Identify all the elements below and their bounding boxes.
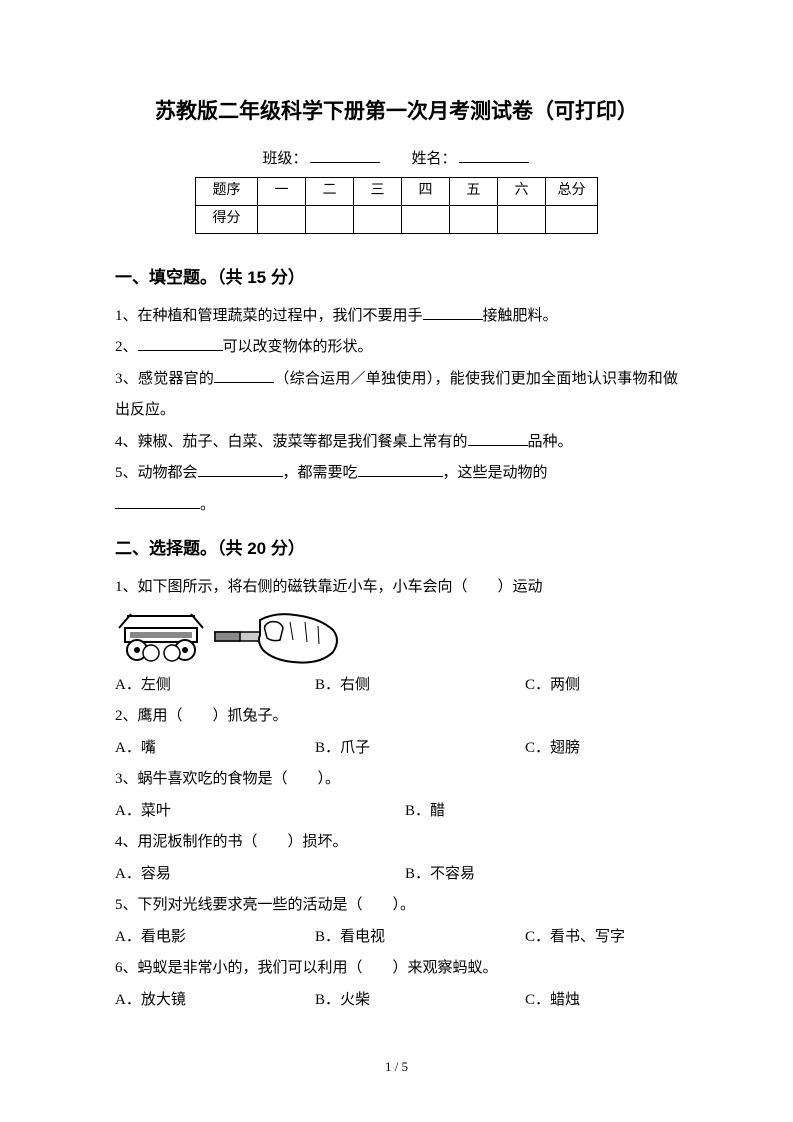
opt-a: A．看电影 <box>115 922 315 954</box>
q2-3: 3、蜗牛喜欢吃的食物是（ ）。 <box>115 764 678 796</box>
score-cell <box>450 205 498 233</box>
opt-a: A．左侧 <box>115 670 315 702</box>
fill-blank <box>423 305 483 320</box>
q2-4: 4、用泥板制作的书（ ）损坏。 <box>115 827 678 859</box>
fill-blank <box>115 494 200 509</box>
class-blank <box>310 148 380 163</box>
score-cell <box>498 205 546 233</box>
q2-6: 6、蚂蚁是非常小的，我们可以利用（ ）来观察蚂蚁。 <box>115 953 678 985</box>
opt-b: B．醋 <box>405 796 445 828</box>
q-text: 。 <box>200 497 215 513</box>
opt-c: C．翅膀 <box>525 733 678 765</box>
name-blank <box>459 148 529 163</box>
q2-1-options: A．左侧 B．右侧 C．两侧 <box>115 670 678 702</box>
score-cell <box>258 205 306 233</box>
q1-5: 5、动物都会 ，都需要吃 ，这些是动物的 <box>115 458 678 490</box>
opt-a: A．放大镜 <box>115 985 315 1017</box>
page-title: 苏教版二年级科学下册第一次月考测试卷（可打印） <box>115 95 678 129</box>
q-text: 接触肥料。 <box>483 308 558 324</box>
col-2: 二 <box>306 177 354 205</box>
q2-1-figure <box>115 610 678 668</box>
opt-b: B．不容易 <box>405 859 475 891</box>
fill-blank <box>358 462 443 477</box>
opt-c: C．蜡烛 <box>525 985 678 1017</box>
car-magnet-figure-svg <box>115 610 345 668</box>
score-table: 题序 一 二 三 四 五 六 总分 得分 <box>195 177 598 234</box>
fill-blank <box>214 368 274 383</box>
col-3: 三 <box>354 177 402 205</box>
opt-a: A．菜叶 <box>115 796 405 828</box>
opt-b: B．爪子 <box>315 733 525 765</box>
col-4: 四 <box>402 177 450 205</box>
table-row: 得分 <box>196 205 598 233</box>
score-cell <box>402 205 450 233</box>
q1-3: 3、感觉器官的（综合运用／单独使用），能使我们更加全面地认识事物和做出反应。 <box>115 364 678 427</box>
row2-label: 得分 <box>196 205 258 233</box>
q-text: 4、辣椒、茄子、白菜、菠菜等都是我们餐桌上常有的 <box>115 434 468 450</box>
opt-a: A．容易 <box>115 859 405 891</box>
q-text: 2、 <box>115 339 138 355</box>
fill-blank <box>138 336 223 351</box>
score-cell <box>546 205 598 233</box>
score-cell <box>354 205 402 233</box>
page-number: 1 / 5 <box>0 1057 793 1078</box>
q-text: 可以改变物体的形状。 <box>223 339 373 355</box>
col-6: 六 <box>498 177 546 205</box>
q2-4-options: A．容易 B．不容易 <box>115 859 678 891</box>
q2-3-options: A．菜叶 B．醋 <box>115 796 678 828</box>
q1-1: 1、在种植和管理蔬菜的过程中，我们不要用手 接触肥料。 <box>115 301 678 333</box>
q-text: ，这些是动物的 <box>443 465 548 481</box>
class-label: 班级： <box>262 151 307 167</box>
q-text: ，都需要吃 <box>283 465 358 481</box>
q2-5: 5、下列对光线要求亮一些的活动是（ ）。 <box>115 890 678 922</box>
score-cell <box>306 205 354 233</box>
q-text: 5、动物都会 <box>115 465 198 481</box>
section1-title: 一、填空题。（共 15 分） <box>115 264 678 291</box>
opt-c: C．两侧 <box>525 670 678 702</box>
fill-blank <box>198 462 283 477</box>
section2-title: 二、选择题。（共 20 分） <box>115 535 678 562</box>
q-text: 3、感觉器官的 <box>115 371 214 387</box>
opt-b: B．右侧 <box>315 670 525 702</box>
q2-1: 1、如下图所示，将右侧的磁铁靠近小车，小车会向（ ）运动 <box>115 572 678 604</box>
name-label: 姓名： <box>412 151 457 167</box>
q2-6-options: A．放大镜 B．火柴 C．蜡烛 <box>115 985 678 1017</box>
opt-a: A．嘴 <box>115 733 315 765</box>
table-row: 题序 一 二 三 四 五 六 总分 <box>196 177 598 205</box>
opt-b: B．看电视 <box>315 922 525 954</box>
opt-c: C．看书、写字 <box>525 922 678 954</box>
q2-2: 2、鹰用（ ）抓兔子。 <box>115 701 678 733</box>
q1-2: 2、 可以改变物体的形状。 <box>115 332 678 364</box>
fill-blank <box>468 431 528 446</box>
opt-b: B．火柴 <box>315 985 525 1017</box>
q2-2-options: A．嘴 B．爪子 C．翅膀 <box>115 733 678 765</box>
q-text: 1、在种植和管理蔬菜的过程中，我们不要用手 <box>115 308 423 324</box>
q-text: 品种。 <box>528 434 573 450</box>
col-5: 五 <box>450 177 498 205</box>
q1-4: 4、辣椒、茄子、白菜、菠菜等都是我们餐桌上常有的 品种。 <box>115 427 678 459</box>
row1-label: 题序 <box>196 177 258 205</box>
q2-5-options: A．看电影 B．看电视 C．看书、写字 <box>115 922 678 954</box>
student-info-line: 班级： 姓名： <box>115 147 678 171</box>
col-total: 总分 <box>546 177 598 205</box>
q1-5b: 。 <box>115 490 678 522</box>
col-1: 一 <box>258 177 306 205</box>
